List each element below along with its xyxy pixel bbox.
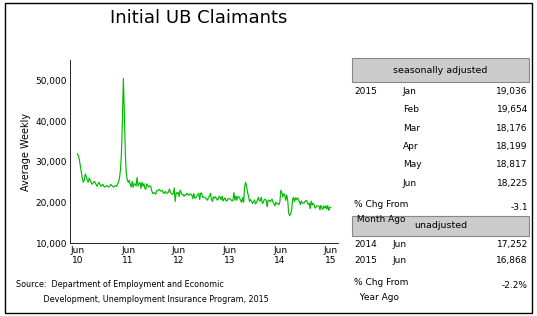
- Text: 19,036: 19,036: [496, 87, 528, 96]
- Text: 2015: 2015: [354, 256, 378, 265]
- Text: May: May: [403, 160, 422, 169]
- Text: Jan: Jan: [403, 87, 417, 96]
- Text: -3.1: -3.1: [510, 204, 528, 212]
- Text: Source:  Department of Employment and Economic: Source: Department of Employment and Eco…: [16, 280, 224, 289]
- Text: Month Ago: Month Ago: [354, 215, 406, 224]
- Text: Jun: Jun: [392, 240, 406, 248]
- Text: 16,868: 16,868: [496, 256, 528, 265]
- Text: 17,252: 17,252: [497, 240, 528, 248]
- Text: 18,225: 18,225: [497, 179, 528, 187]
- Text: % Chg From: % Chg From: [354, 200, 409, 209]
- Text: 2015: 2015: [354, 87, 378, 96]
- Text: 2014: 2014: [354, 240, 377, 248]
- Text: Year Ago: Year Ago: [354, 293, 400, 302]
- Text: Feb: Feb: [403, 105, 419, 114]
- Text: 18,199: 18,199: [496, 142, 528, 151]
- Text: 19,654: 19,654: [497, 105, 528, 114]
- Text: Mar: Mar: [403, 124, 420, 132]
- Text: seasonally adjusted: seasonally adjusted: [393, 66, 488, 75]
- Text: -2.2%: -2.2%: [502, 282, 528, 290]
- Text: unadjusted: unadjusted: [414, 222, 467, 230]
- Text: Development, Unemployment Insurance Program, 2015: Development, Unemployment Insurance Prog…: [16, 295, 269, 304]
- Text: Apr: Apr: [403, 142, 418, 151]
- Text: Jun: Jun: [392, 256, 406, 265]
- Text: 18,817: 18,817: [496, 160, 528, 169]
- Text: % Chg From: % Chg From: [354, 278, 409, 287]
- Text: 18,176: 18,176: [496, 124, 528, 132]
- Text: Initial UB Claimants: Initial UB Claimants: [110, 9, 287, 27]
- Text: Jun: Jun: [403, 179, 417, 187]
- Y-axis label: Average Weekly: Average Weekly: [21, 112, 31, 191]
